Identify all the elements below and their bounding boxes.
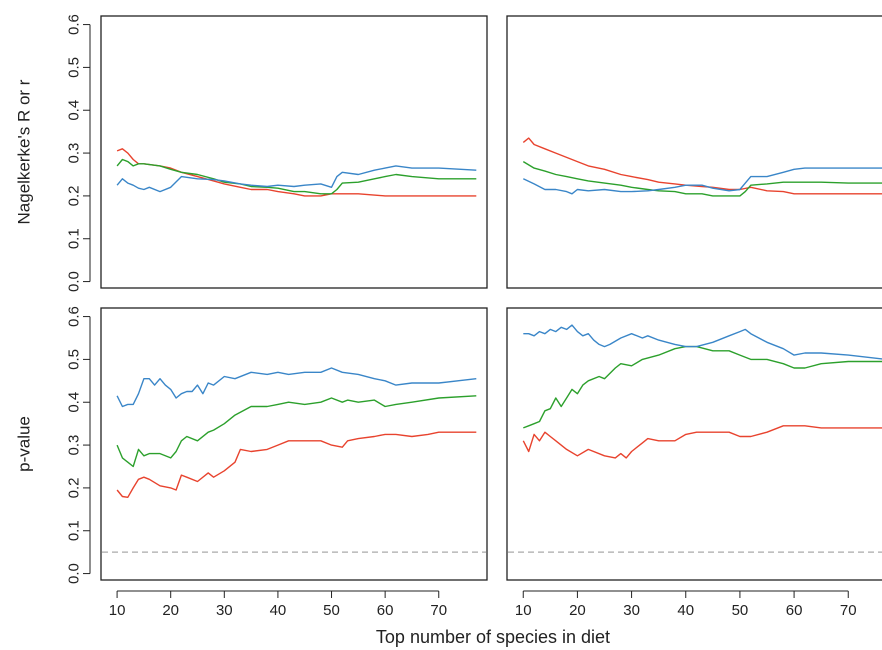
y-axis-label: Nagelkerke's R or r <box>15 79 34 224</box>
y-tick-label: 0.6 <box>66 306 83 327</box>
panel-2 <box>506 15 882 289</box>
series-line-red <box>116 148 477 197</box>
series-group <box>116 367 477 498</box>
x-tick-label: 60 <box>377 602 394 619</box>
y-tick-label: 0.4 <box>66 392 83 413</box>
panels-group: 0.0 0.1 0.2 0.3 0.4 0.5 0.6 Nagelkerke's R or r… <box>15 14 882 619</box>
x-tick-label: 70 <box>430 602 447 619</box>
series-line-red <box>522 425 882 459</box>
series-line-blue <box>116 165 477 193</box>
y-tick-label: 0.3 <box>66 143 83 164</box>
x-tick-label: 10 <box>109 602 126 619</box>
x-tick-label: 20 <box>162 602 179 619</box>
panel-frame <box>100 307 488 581</box>
y-tick-label: 0.5 <box>66 349 83 370</box>
x-tick-label: 50 <box>732 602 749 619</box>
y-axis-label: p-value <box>15 416 34 472</box>
panel-frame <box>506 15 882 289</box>
panel-3: 0.0 0.1 0.2 0.3 0.4 0.5 0.6 p-value 10 20 30 40 50 60… <box>15 306 488 619</box>
x-tick-label: 10 <box>515 602 532 619</box>
x-tick-label: 60 <box>786 602 803 619</box>
series-line-red <box>116 431 477 498</box>
panel-4: 10 20 30 40 50 60 70 <box>506 307 882 619</box>
series-line-green <box>522 161 882 197</box>
series-line-green <box>523 345 882 429</box>
series-line-blue <box>116 367 477 408</box>
y-tick-label: 0.1 <box>66 520 83 541</box>
y-tick-label: 0.0 <box>66 271 83 292</box>
y-tick-label: 0.2 <box>66 477 83 498</box>
y-tick-label: 0.1 <box>66 228 83 249</box>
x-tick-label: 70 <box>840 602 857 619</box>
series-group <box>522 137 882 197</box>
x-axis-label: Top number of species in diet <box>376 627 610 647</box>
x-tick-label: 20 <box>569 602 586 619</box>
x-tick-label: 30 <box>216 602 233 619</box>
panel-frame <box>100 15 488 289</box>
y-tick-label: 0.0 <box>66 563 83 584</box>
series-group <box>522 324 882 459</box>
x-tick-label: 30 <box>623 602 640 619</box>
y-tick-label: 0.5 <box>66 57 83 78</box>
panel-1: 0.0 0.1 0.2 0.3 0.4 0.5 0.6 Nagelkerke's R or r <box>15 14 488 292</box>
series-line-red <box>522 137 882 195</box>
y-tick-label: 0.4 <box>66 100 83 121</box>
y-tick-label: 0.2 <box>66 185 83 206</box>
series-group <box>116 148 477 197</box>
y-tick-label: 0.6 <box>66 14 83 35</box>
x-tick-label: 40 <box>270 602 287 619</box>
y-tick-label: 0.3 <box>66 435 83 456</box>
x-tick-label: 40 <box>677 602 694 619</box>
series-line-green <box>116 158 477 195</box>
series-line-green <box>116 395 477 468</box>
series-line-blue <box>523 167 882 195</box>
panel-frame <box>506 307 882 581</box>
series-line-blue <box>523 324 882 360</box>
x-tick-label: 50 <box>323 602 340 619</box>
